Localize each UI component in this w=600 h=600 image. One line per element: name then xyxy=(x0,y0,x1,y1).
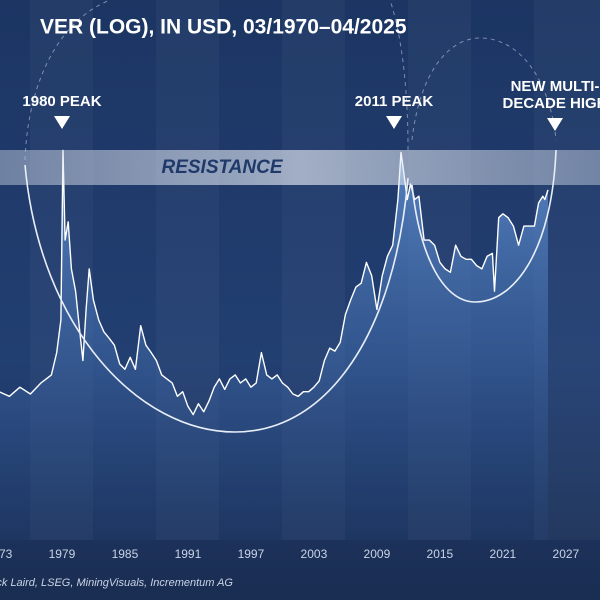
x-tick-label: 1991 xyxy=(175,547,202,561)
x-tick-label: 2015 xyxy=(427,547,454,561)
price-line xyxy=(0,149,549,416)
annotation-arrow xyxy=(386,116,402,129)
cup-curves xyxy=(24,149,557,433)
x-tick-label: 2021 xyxy=(490,547,517,561)
cup-dashes xyxy=(24,0,557,161)
plot-area xyxy=(0,149,549,540)
annotation: DECADE HIGH xyxy=(502,95,600,112)
source-note: Nick Laird, LSEG, MiningVisuals, Increme… xyxy=(0,577,233,589)
annotation: 1980 PEAK xyxy=(22,93,101,110)
x-tick-label: 1979 xyxy=(49,547,76,561)
annotation: 2011 PEAK xyxy=(355,93,434,110)
chart-title: VER (LOG), IN USD, 03/1970–04/2025 xyxy=(40,16,407,39)
x-tick-label: 2009 xyxy=(364,547,391,561)
x-tick-label: 2027 xyxy=(553,547,580,561)
x-tick-label: 1973 xyxy=(0,547,13,561)
annotation-arrow xyxy=(547,118,563,131)
annotation-arrow xyxy=(54,116,70,129)
price-area xyxy=(0,150,548,540)
annotation: NEW MULTI- xyxy=(511,78,600,95)
band-label: RESISTANCE xyxy=(161,157,283,178)
x-tick-label: 2003 xyxy=(301,547,328,561)
x-tick-label: 1997 xyxy=(238,547,265,561)
resistance-band xyxy=(0,150,600,185)
x-tick-label: 1985 xyxy=(112,547,139,561)
